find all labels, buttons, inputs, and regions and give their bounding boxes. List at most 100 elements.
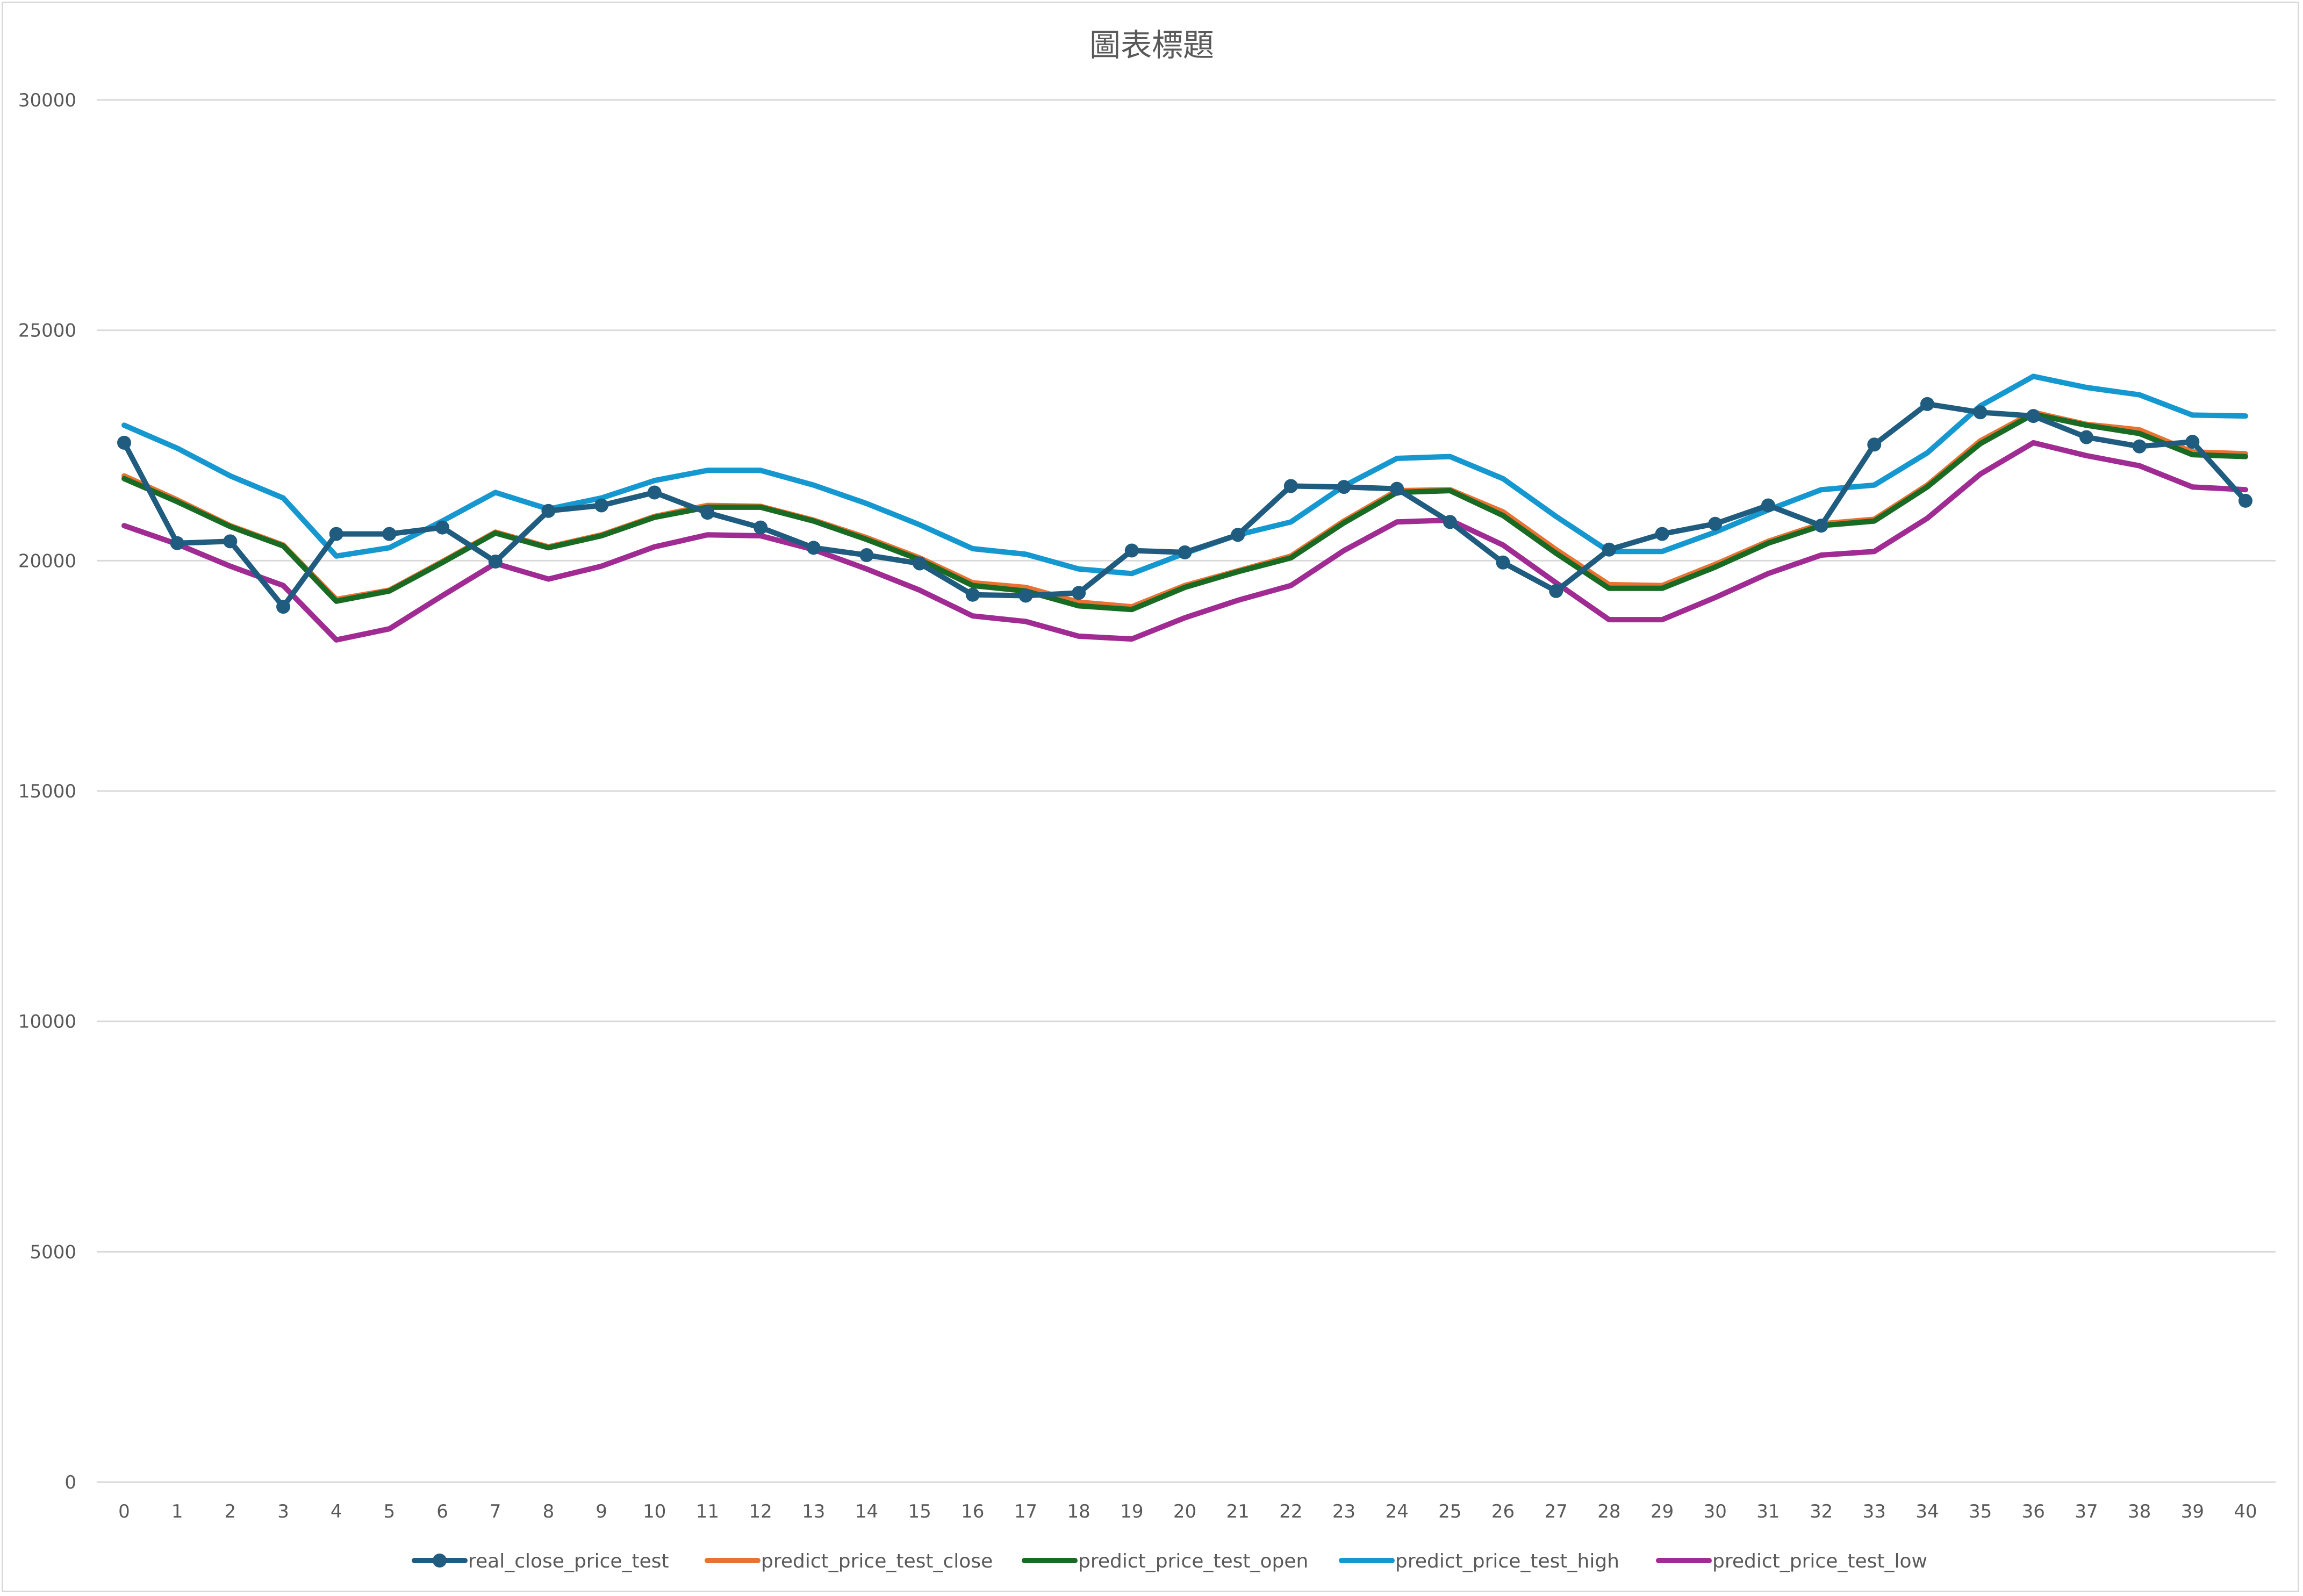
x-tick-label: 39	[2181, 1501, 2204, 1522]
x-axis: 0 1 2 3 4 5 6 7 8 9 10 11 12 13 14 15 16 17 18 19 20 21 22 23 24…	[118, 1501, 2257, 1522]
x-tick-label: 37	[2075, 1501, 2098, 1522]
data-point-real_close_price_test	[117, 435, 131, 450]
y-tick-label: 10000	[18, 1011, 76, 1033]
data-point-real_close_price_test	[1496, 555, 1510, 570]
series-line-real_close_price_test	[121, 401, 2248, 610]
data-point-real_close_price_test	[2185, 435, 2200, 449]
x-tick-label: 2	[225, 1501, 236, 1522]
legend-item: predict_price_test_open	[1022, 1550, 1308, 1572]
data-point-real_close_price_test	[594, 498, 609, 513]
x-tick-label: 34	[1915, 1501, 1939, 1522]
data-point-real_close_price_test	[1178, 545, 1192, 559]
data-point-real_close_price_test	[647, 485, 662, 500]
x-tick-label: 13	[802, 1501, 825, 1522]
data-point-real_close_price_test	[541, 504, 556, 518]
data-point-real_close_price_test	[1973, 405, 1988, 420]
data-point-real_close_price_test	[1920, 397, 1934, 411]
x-tick-label: 38	[2128, 1501, 2151, 1522]
data-point-real_close_price_test	[1443, 515, 1457, 529]
x-tick-label: 4	[331, 1501, 342, 1522]
x-tick-label: 14	[855, 1501, 878, 1522]
x-tick-label: 36	[2022, 1501, 2045, 1522]
legend-item: predict_price_test_high	[1339, 1550, 1619, 1572]
data-point-real_close_price_test	[1018, 588, 1033, 603]
series-line-predict_price_test_close	[121, 409, 2248, 610]
x-tick-label: 12	[749, 1501, 772, 1522]
legend: real_close_price_test predict_price_test_…	[412, 1550, 1927, 1572]
y-tick-label: 20000	[18, 550, 76, 572]
x-tick-label: 23	[1332, 1501, 1355, 1522]
x-tick-label: 19	[1120, 1501, 1143, 1522]
data-point-real_close_price_test	[1814, 519, 1828, 533]
x-tick-label: 40	[2234, 1501, 2257, 1522]
y-axis: 0 5000 10000 15000 20000 25000 30000	[18, 90, 76, 1493]
x-tick-label: 0	[118, 1501, 130, 1522]
x-tick-label: 26	[1491, 1501, 1515, 1522]
series-markers	[117, 397, 2252, 614]
data-point-real_close_price_test	[435, 520, 450, 535]
data-point-real_close_price_test	[1337, 480, 1351, 494]
data-point-real_close_price_test	[965, 587, 980, 602]
x-tick-label: 10	[643, 1501, 666, 1522]
x-tick-label: 27	[1545, 1501, 1568, 1522]
x-tick-label: 6	[436, 1501, 448, 1522]
data-point-real_close_price_test	[1867, 437, 1882, 452]
data-point-real_close_price_test	[754, 520, 768, 535]
x-tick-label: 5	[384, 1501, 396, 1522]
legend-label: predict_price_test_open	[1078, 1550, 1308, 1572]
legend-item: predict_price_test_low	[1656, 1550, 1927, 1572]
x-tick-label: 31	[1756, 1501, 1780, 1522]
data-point-real_close_price_test	[329, 527, 343, 541]
data-point-real_close_price_test	[276, 600, 291, 614]
data-point-real_close_price_test	[1761, 498, 1775, 513]
legend-label: predict_price_test_close	[761, 1550, 993, 1572]
x-tick-label: 33	[1863, 1501, 1886, 1522]
data-point-real_close_price_test	[2132, 439, 2147, 454]
x-tick-label: 16	[961, 1501, 984, 1522]
legend-label: real_close_price_test	[468, 1550, 669, 1572]
x-tick-label: 18	[1067, 1501, 1090, 1522]
x-tick-label: 22	[1279, 1501, 1302, 1522]
data-point-real_close_price_test	[1549, 584, 1563, 598]
data-point-real_close_price_test	[1708, 516, 1723, 531]
y-tick-label: 25000	[18, 320, 76, 342]
y-tick-label: 15000	[18, 781, 76, 802]
legend-label: predict_price_test_high	[1395, 1550, 1619, 1572]
data-point-real_close_price_test	[1602, 542, 1616, 557]
legend-marker	[433, 1554, 447, 1568]
x-tick-label: 21	[1226, 1501, 1250, 1522]
x-tick-label: 15	[908, 1501, 931, 1522]
chart-title: 圖表標題	[1089, 27, 1214, 63]
x-tick-label: 9	[596, 1501, 607, 1522]
x-tick-label: 29	[1651, 1501, 1674, 1522]
y-tick-label: 0	[64, 1472, 76, 1493]
data-point-real_close_price_test	[170, 536, 184, 550]
data-point-real_close_price_test	[1231, 528, 1245, 542]
grid-lines	[97, 99, 2276, 1483]
data-point-real_close_price_test	[223, 534, 238, 549]
data-point-real_close_price_test	[700, 506, 715, 520]
data-point-real_close_price_test	[859, 548, 874, 563]
data-point-real_close_price_test	[1124, 543, 1139, 558]
data-point-real_close_price_test	[806, 541, 821, 555]
data-point-real_close_price_test	[2079, 430, 2093, 444]
x-tick-label: 25	[1438, 1501, 1461, 1522]
legend-item: predict_price_test_close	[705, 1550, 993, 1572]
x-tick-label: 3	[277, 1501, 289, 1522]
x-tick-label: 30	[1704, 1501, 1727, 1522]
x-tick-label: 24	[1386, 1501, 1409, 1522]
data-point-real_close_price_test	[1283, 479, 1298, 493]
data-point-real_close_price_test	[1072, 586, 1086, 600]
series-lines	[121, 373, 2248, 643]
x-tick-label: 1	[171, 1501, 183, 1522]
x-tick-label: 17	[1014, 1501, 1037, 1522]
series-line-predict_price_test_open	[121, 411, 2248, 613]
legend-item: real_close_price_test	[412, 1550, 669, 1572]
x-tick-label: 28	[1597, 1501, 1620, 1522]
data-point-real_close_price_test	[1655, 527, 1669, 541]
legend-label: predict_price_test_low	[1712, 1550, 1927, 1572]
data-point-real_close_price_test	[382, 527, 397, 541]
data-point-real_close_price_test	[913, 556, 927, 571]
x-tick-label: 11	[696, 1501, 719, 1522]
